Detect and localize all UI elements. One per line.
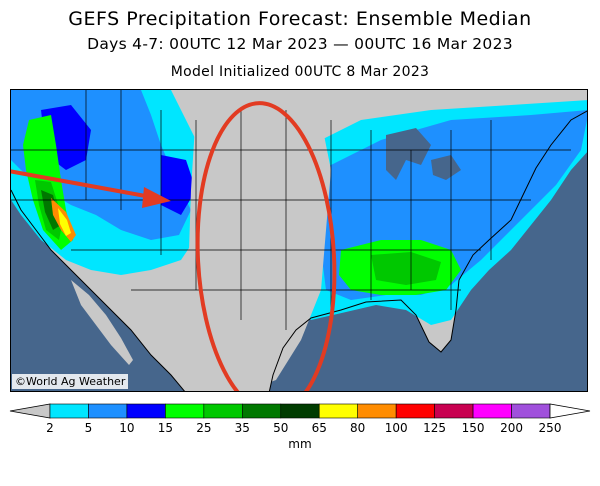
legend-swatch — [511, 403, 551, 419]
legend-tick-label: 50 — [273, 421, 289, 435]
legend-swatch — [203, 403, 243, 419]
legend-tick-label: 2 — [46, 421, 54, 435]
legend-tick-label: 10 — [119, 421, 135, 435]
forecast-period: Days 4-7: 00UTC 12 Mar 2023 — 00UTC 16 M… — [87, 35, 513, 53]
color-legend — [0, 400, 600, 460]
great-lakes — [386, 128, 461, 180]
legend-tick-label: 80 — [350, 421, 366, 435]
legend-swatch — [126, 403, 166, 419]
legend-tick-label: 100 — [384, 421, 408, 435]
legend-swatch — [49, 403, 89, 419]
legend-tick-label: 65 — [311, 421, 327, 435]
legend-tick-label: 200 — [500, 421, 523, 435]
legend-tick-label: 25 — [196, 421, 212, 435]
annotation-arrow-head — [142, 187, 171, 208]
precip-southeast-midgreen — [371, 252, 441, 285]
legend-swatch — [434, 403, 474, 419]
copyright-credit: ©World Ag Weather — [12, 374, 129, 389]
legend-swatch — [318, 403, 358, 419]
legend-swatch — [280, 403, 320, 419]
precipitation-map — [10, 89, 588, 392]
highlight-circle — [195, 101, 337, 391]
dry-interior — [189, 105, 331, 391]
legend-min-arrow — [9, 403, 51, 419]
annotation-arrow-shaft — [11, 169, 152, 199]
legend-bar — [9, 403, 591, 419]
legend-tick-label: 150 — [461, 421, 485, 435]
coastline — [11, 110, 587, 391]
legend-max-arrow — [549, 403, 591, 419]
legend-tick-label: 15 — [157, 421, 174, 435]
state-borders — [11, 90, 571, 330]
legend-unit: mm — [288, 437, 312, 451]
precip-sierra-peak — [58, 208, 71, 236]
baja-peninsula — [71, 280, 133, 365]
legend-tick-label: 35 — [234, 421, 250, 435]
legend-swatch — [357, 403, 397, 419]
legend-swatch — [472, 403, 512, 419]
legend-swatch — [88, 403, 128, 419]
legend-swatch — [242, 403, 282, 419]
legend-swatch — [165, 403, 205, 419]
legend-tick-label: 250 — [538, 421, 562, 435]
legend-tick-label: 125 — [423, 421, 447, 435]
model-init-time: Model Initialized 00UTC 8 Mar 2023 — [170, 64, 430, 80]
legend-tick-label: 5 — [84, 421, 93, 435]
map-title: GEFS Precipitation Forecast: Ensemble Me… — [68, 8, 532, 30]
legend-swatch — [395, 403, 435, 419]
